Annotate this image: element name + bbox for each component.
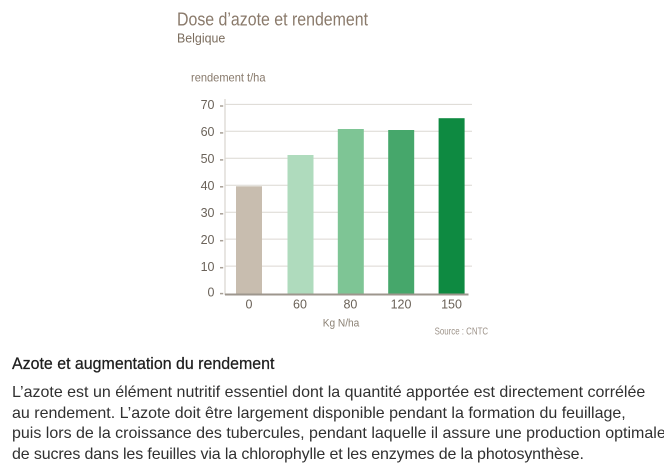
svg-text:rendement t/ha: rendement t/ha <box>191 70 266 84</box>
svg-text:Dose d’azote et rendement: Dose d’azote et rendement <box>177 10 368 30</box>
svg-text:10: 10 <box>201 260 215 274</box>
svg-text:0: 0 <box>246 298 253 312</box>
svg-text:40: 40 <box>201 179 215 193</box>
svg-text:150: 150 <box>441 298 462 312</box>
svg-text:Kg N/ha: Kg N/ha <box>323 318 360 330</box>
svg-text:50: 50 <box>201 152 215 166</box>
svg-text:Belgique: Belgique <box>177 30 225 45</box>
svg-text:120: 120 <box>391 298 412 312</box>
svg-text:Source : CNTC: Source : CNTC <box>435 327 489 338</box>
svg-text:20: 20 <box>201 233 215 247</box>
svg-text:0: 0 <box>208 286 215 300</box>
svg-text:80: 80 <box>343 298 357 312</box>
svg-text:30: 30 <box>201 206 215 220</box>
svg-text:60: 60 <box>201 125 215 139</box>
svg-text:70: 70 <box>201 98 215 112</box>
svg-text:60: 60 <box>293 298 307 312</box>
